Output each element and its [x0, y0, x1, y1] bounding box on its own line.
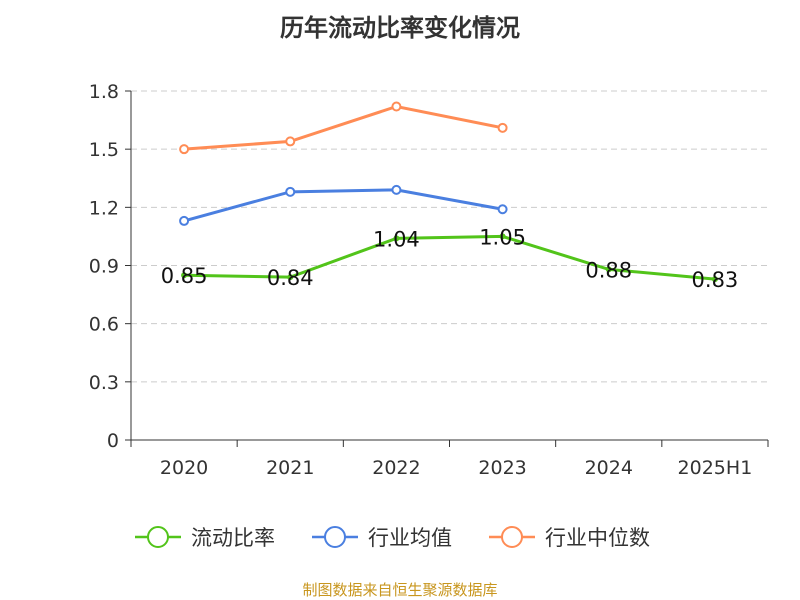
chart-title: 历年流动比率变化情况: [280, 14, 520, 42]
legend-marker: [501, 526, 523, 548]
data-point: [287, 274, 294, 281]
data-point: [285, 136, 296, 147]
x-tick-label: 2020: [160, 457, 208, 479]
y-tick-label: 0.3: [89, 372, 119, 394]
data-point: [393, 235, 400, 242]
data-point: [285, 186, 296, 197]
y-tick-label: 1.8: [89, 81, 119, 103]
y-tick-label: 0: [107, 430, 119, 452]
y-tick-label: 1.2: [89, 197, 119, 219]
data-point: [181, 272, 188, 279]
x-tick-label: 2022: [372, 457, 420, 479]
legend-label: 行业中位数: [545, 526, 650, 550]
series-line-2: [183, 104, 503, 151]
y-tick-label: 0.9: [89, 256, 119, 278]
data-point: [711, 276, 718, 283]
data-point: [497, 204, 508, 215]
data-point: [497, 122, 508, 133]
series-line-0: [184, 234, 716, 281]
y-tick-label: 0.6: [89, 314, 119, 336]
data-label: 0.85: [161, 264, 208, 288]
data-point: [605, 266, 612, 273]
data-point: [179, 215, 190, 226]
legend-label: 行业均值: [368, 526, 452, 550]
x-tick-label: 2023: [478, 457, 526, 479]
series-line-1: [183, 188, 503, 223]
x-tick-label: 2024: [585, 457, 633, 479]
legend-label: 流动比率: [191, 526, 275, 550]
data-label: 0.83: [692, 268, 739, 292]
data-label: 0.84: [267, 266, 314, 290]
data-label: 1.05: [479, 225, 526, 249]
data-point: [391, 101, 402, 112]
data-point: [179, 144, 190, 155]
data-point: [391, 184, 402, 195]
legend-marker: [147, 526, 169, 548]
x-tick-label: 2025H1: [678, 457, 753, 479]
y-tick-label: 1.5: [89, 139, 119, 161]
data-label: 0.88: [585, 258, 632, 282]
x-tick-label: 2021: [266, 457, 314, 479]
legend-marker: [324, 526, 346, 548]
data-point: [499, 233, 506, 240]
data-label: 1.04: [373, 227, 420, 251]
source-note: 制图数据来自恒生聚源数据库: [302, 581, 498, 599]
